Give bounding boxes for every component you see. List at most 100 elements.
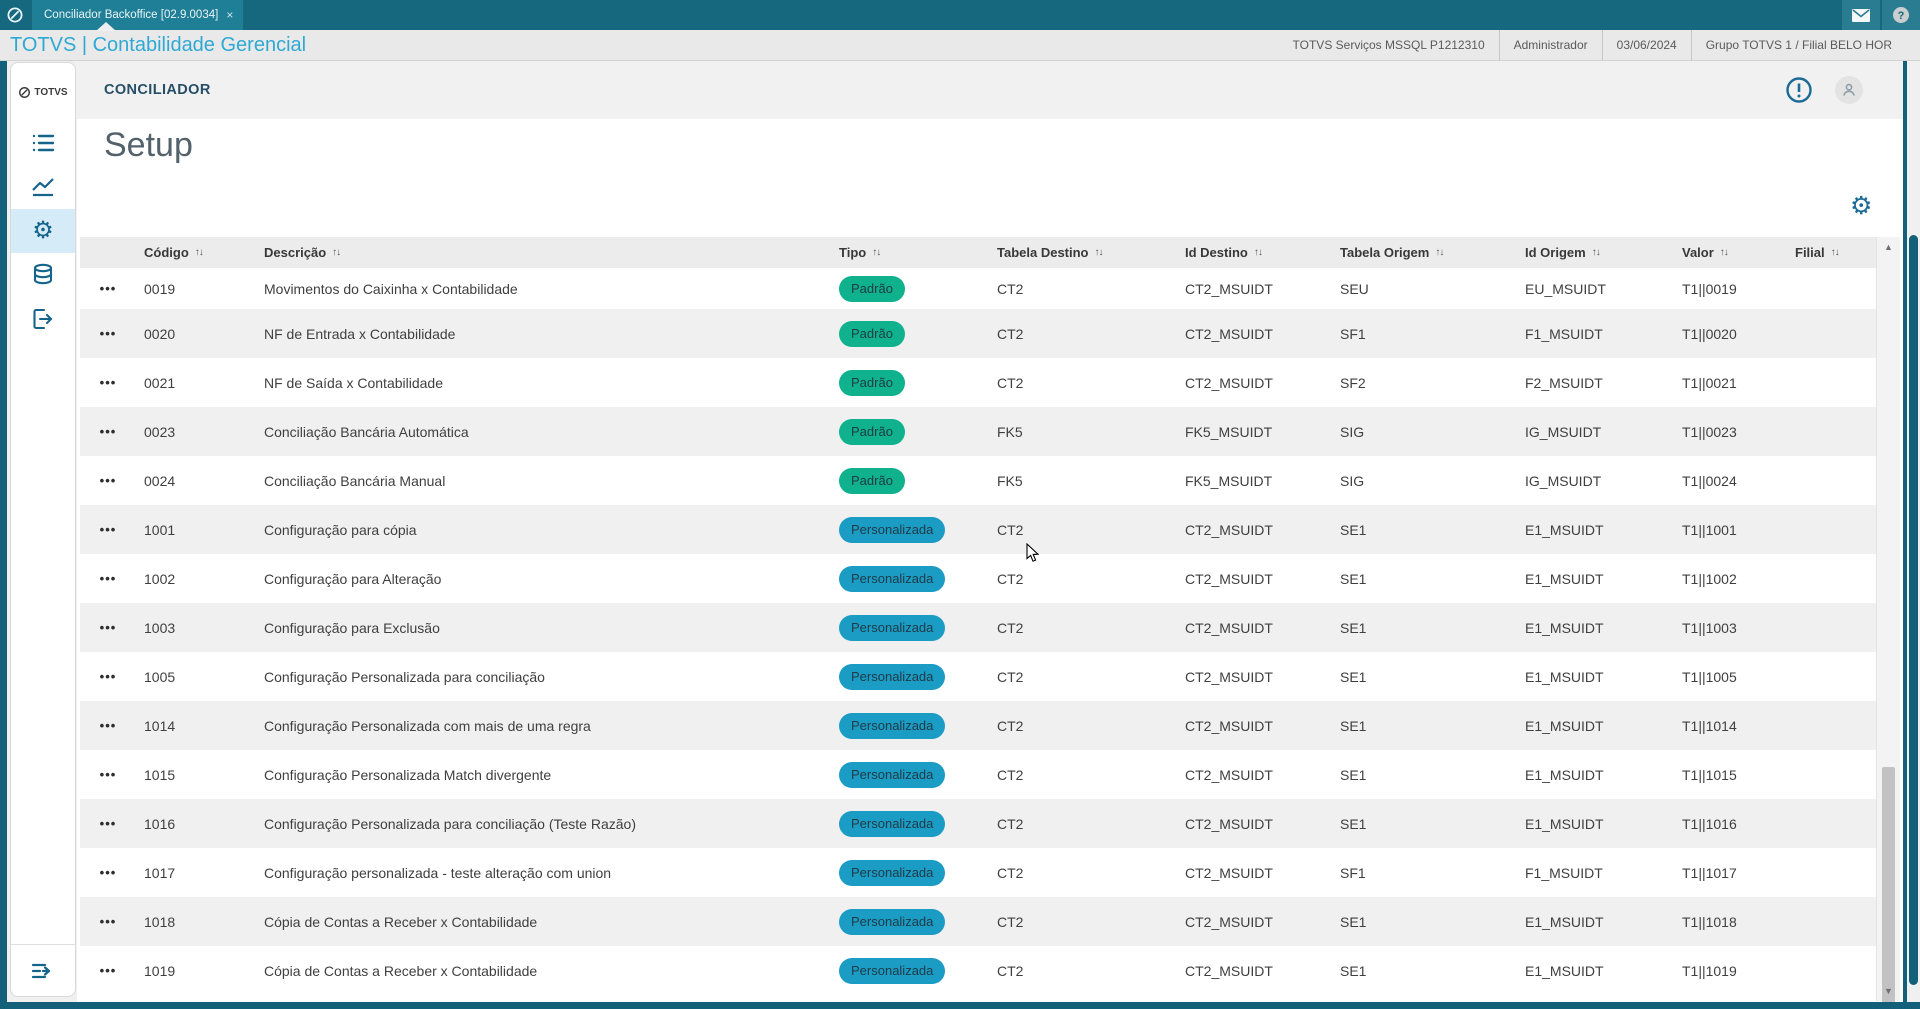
row-actions-button[interactable]: ••• bbox=[99, 326, 117, 341]
table-row: ••• 1014 Configuração Personalizada com ma… bbox=[80, 701, 1876, 750]
row-actions-button[interactable]: ••• bbox=[99, 281, 117, 296]
row-actions-button[interactable]: ••• bbox=[99, 865, 117, 880]
cell-tabela_destino: CT2 bbox=[997, 280, 1024, 297]
sort-icon[interactable]: ↑↓ bbox=[194, 247, 204, 258]
totvs-logo-icon bbox=[0, 0, 30, 30]
row-actions-button[interactable]: ••• bbox=[99, 620, 117, 635]
column-label: Tipo bbox=[839, 245, 867, 260]
sort-icon[interactable]: ↑↓ bbox=[1719, 247, 1729, 258]
column-header-tipo[interactable]: Tipo ↑↓ bbox=[831, 237, 989, 268]
row-actions-button[interactable]: ••• bbox=[99, 571, 117, 586]
cell-tabela_origem: SIG bbox=[1340, 423, 1365, 440]
cell-codigo: 0020 bbox=[144, 325, 176, 342]
row-actions-button[interactable]: ••• bbox=[99, 718, 117, 733]
cell-actions: ••• bbox=[80, 326, 136, 341]
cell-tabela_origem: SE1 bbox=[1340, 521, 1367, 538]
cell-tabela_origem: SF1 bbox=[1340, 325, 1366, 342]
cell-id_destino: CT2_MSUIDT bbox=[1185, 521, 1273, 538]
table-scrollbar[interactable]: ▲ ▼ bbox=[1876, 237, 1900, 1009]
column-header-codigo[interactable]: Código ↑↓ bbox=[136, 237, 256, 268]
help-icon[interactable]: ? bbox=[1882, 0, 1920, 30]
cell-valor: T1||0024 bbox=[1682, 472, 1737, 489]
content-header-strip: CONCILIADOR bbox=[77, 61, 1903, 119]
sort-icon[interactable]: ↑↓ bbox=[332, 247, 341, 258]
cell-tabela_origem: SE1 bbox=[1340, 962, 1367, 979]
cell-tipo: Personalizada bbox=[831, 565, 989, 592]
column-header-descricao[interactable]: Descrição ↑↓ bbox=[256, 237, 831, 268]
sort-icon[interactable]: ↑↓ bbox=[1591, 247, 1601, 258]
active-tab-pointer bbox=[96, 22, 116, 31]
cell-valor: T1||0020 bbox=[1682, 325, 1737, 342]
cell-tipo: Personalizada bbox=[831, 859, 989, 886]
table-row: ••• 1017 Configuração personalizada - test… bbox=[80, 848, 1876, 897]
row-actions-button[interactable]: ••• bbox=[99, 767, 117, 782]
cell-actions: ••• bbox=[80, 620, 136, 635]
cell-descricao: Configuração Personalizada com mais de u… bbox=[264, 717, 591, 734]
cell-id_destino: CT2_MSUIDT bbox=[1185, 619, 1273, 636]
cell-descricao: Conciliação Bancária Automática bbox=[264, 423, 469, 440]
row-actions-button[interactable]: ••• bbox=[99, 914, 117, 929]
row-actions-button[interactable]: ••• bbox=[99, 473, 117, 488]
row-actions-button[interactable]: ••• bbox=[99, 522, 117, 537]
sidebar-item-dashboard[interactable] bbox=[11, 165, 75, 209]
company-branch-label: Grupo TOTVS 1 / Filial BELO HOR bbox=[1690, 29, 1906, 61]
tab-close-icon[interactable]: × bbox=[226, 8, 234, 22]
row-actions-button[interactable]: ••• bbox=[99, 424, 117, 439]
cell-id_origem: IG_MSUIDT bbox=[1525, 472, 1602, 489]
sort-icon[interactable]: ↑↓ bbox=[1094, 247, 1104, 258]
row-actions-button[interactable]: ••• bbox=[99, 375, 117, 390]
column-header-id_destino[interactable]: Id Destino ↑↓ bbox=[1177, 237, 1332, 268]
scroll-down-icon[interactable]: ▼ bbox=[1884, 986, 1893, 996]
scroll-up-icon[interactable]: ▲ bbox=[1884, 242, 1893, 252]
alert-circle-icon[interactable] bbox=[1785, 76, 1813, 104]
cell-tabela_destino: CT2 bbox=[997, 325, 1024, 342]
column-header-id_origem[interactable]: Id Origem ↑↓ bbox=[1517, 237, 1674, 268]
table-row: ••• 1002 Configuração para Alteração Person… bbox=[80, 554, 1876, 603]
cell-tipo: Personalizada bbox=[831, 810, 989, 837]
sort-icon[interactable]: ↑↓ bbox=[1435, 247, 1444, 258]
cell-tipo: Padrão bbox=[831, 275, 989, 302]
table-row: ••• 0019 Movimentos do Caixinha x Contabil… bbox=[80, 268, 1876, 309]
cell-id_origem: IG_MSUIDT bbox=[1525, 423, 1602, 440]
user-avatar-icon[interactable] bbox=[1835, 76, 1863, 104]
table-scrollbar-thumb[interactable] bbox=[1882, 767, 1895, 1009]
cell-valor: T1||1005 bbox=[1682, 668, 1737, 685]
cell-tipo: Padrão bbox=[831, 320, 989, 347]
sort-icon[interactable]: ↑↓ bbox=[872, 247, 881, 258]
cell-tabela_destino: FK5 bbox=[997, 423, 1023, 440]
row-actions-button[interactable]: ••• bbox=[99, 963, 117, 978]
table-row: ••• 1015 Configuração Personalizada Match … bbox=[80, 750, 1876, 799]
column-header-valor[interactable]: Valor ↑↓ bbox=[1674, 237, 1787, 268]
logout-icon bbox=[31, 307, 55, 331]
table-row: ••• 1019 Cópia de Contas a Receber x Conta… bbox=[80, 946, 1876, 995]
cell-valor: T1||1003 bbox=[1682, 619, 1737, 636]
column-header-filial[interactable]: Filial ↑↓ bbox=[1787, 237, 1876, 268]
sidebar-item-database[interactable] bbox=[11, 253, 75, 297]
column-header-tabela_destino[interactable]: Tabela Destino ↑↓ bbox=[989, 237, 1177, 268]
sidebar-expand-button[interactable] bbox=[11, 944, 75, 996]
sort-icon[interactable]: ↑↓ bbox=[1830, 247, 1840, 258]
sidebar-totvs-logo: TOTVS bbox=[11, 63, 75, 121]
cell-tabela_origem: SE1 bbox=[1340, 766, 1367, 783]
column-header-tabela_origem[interactable]: Tabela Origem ↑↓ bbox=[1332, 237, 1517, 268]
cell-id_origem: E1_MSUIDT bbox=[1525, 717, 1604, 734]
sidebar-item-menu-list[interactable] bbox=[11, 121, 75, 165]
cell-actions: ••• bbox=[80, 669, 136, 684]
table-settings-gear-icon[interactable]: ⚙ bbox=[1850, 192, 1873, 220]
page-scrollbar-thumb[interactable] bbox=[1909, 235, 1918, 985]
app-tab[interactable]: Conciliador Backoffice [02.9.0034] × bbox=[32, 0, 244, 30]
type-badge: Personalizada bbox=[839, 565, 946, 592]
cell-descricao: Configuração para Exclusão bbox=[264, 619, 440, 636]
row-actions-button[interactable]: ••• bbox=[99, 669, 117, 684]
row-actions-button[interactable]: ••• bbox=[99, 816, 117, 831]
cell-tabela_origem: SF1 bbox=[1340, 864, 1366, 881]
sidebar-item-setup[interactable]: ⚙ bbox=[11, 209, 75, 253]
sidebar-item-logout[interactable] bbox=[11, 297, 75, 341]
cell-id_origem: F2_MSUIDT bbox=[1525, 374, 1603, 391]
mail-icon[interactable] bbox=[1842, 0, 1880, 30]
cell-codigo: 1002 bbox=[144, 570, 176, 587]
cell-valor: T1||0023 bbox=[1682, 423, 1737, 440]
sort-icon[interactable]: ↑↓ bbox=[1253, 247, 1263, 258]
cell-id_destino: CT2_MSUIDT bbox=[1185, 374, 1273, 391]
cell-tabela_destino: CT2 bbox=[997, 815, 1024, 832]
